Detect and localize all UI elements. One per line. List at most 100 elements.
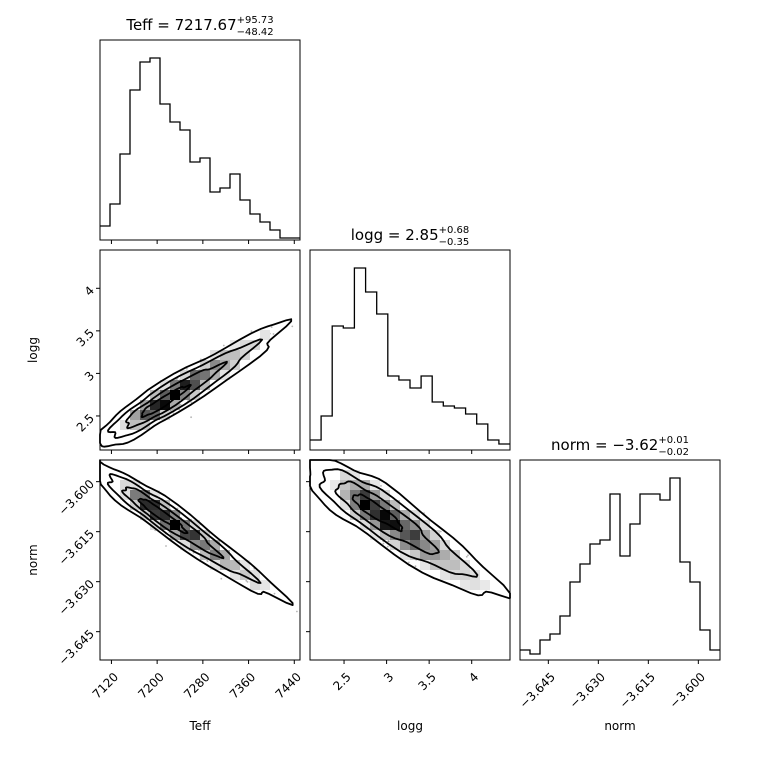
density-cell [200,380,210,390]
y-tick-label-norm: −3.615 [56,527,97,568]
density-cell [470,580,480,590]
panel-frame-Teff-Teff [99,39,301,241]
panel-title-Teff: Teff = 7217.67+95.73 −48.42 [125,15,273,38]
y-tick-label-logg: 3.5 [74,326,97,349]
density-cell [380,520,390,530]
density-cell [450,560,460,570]
density-cell [420,550,430,560]
scatter-point [296,610,298,613]
x-tick-label-logg: 3 [381,670,396,685]
density-cell [440,540,450,550]
density-cell [140,500,150,510]
density-cell [410,530,420,540]
density-cell [390,520,400,530]
x-tick-label-Teff: 7280 [181,670,212,701]
density-cell [140,420,150,430]
density-cell [380,490,390,500]
x-tick-label-Teff: 7440 [273,670,304,701]
histogram-logg [310,267,510,445]
density-cell [350,480,360,490]
density-cell [210,360,220,370]
y-tick-label-norm: −3.645 [56,627,97,668]
scatter-point [206,560,209,563]
density-cell [410,520,420,530]
density-cell [350,470,360,480]
panel-frame-norm-norm [519,459,721,661]
panel-title-norm: norm = −3.62+0.01 −0.02 [551,435,689,458]
scatter-point [387,540,390,543]
panel-title-logg: logg = 2.85+0.68 −0.35 [351,225,470,248]
density-cell [200,370,210,380]
density-cell [400,540,410,550]
title-upper-norm: +0.01 [658,435,689,446]
scatter-point [220,577,223,580]
density-cell [410,540,420,550]
density-cell [130,480,140,490]
density-cell [420,520,430,530]
density-cell [400,520,410,530]
scatter-point [270,326,273,328]
contour-level [137,497,189,535]
density-cell [260,580,270,590]
contour-level [125,360,228,430]
density-cell [210,540,220,550]
density-cell [380,500,390,510]
scatter-point [291,325,294,328]
panel-frame-Teff-norm [99,459,301,661]
y-axis-label-logg: logg [26,337,40,363]
density-cell [180,370,190,380]
scatter-point [408,561,410,564]
density-cell [200,540,210,550]
density-cell [430,550,440,560]
density-cell [230,560,240,570]
density-cell [420,560,430,570]
density-cell [340,500,350,510]
title-lower-logg: −0.35 [439,237,470,248]
scatter-point [439,530,442,533]
scatter-point [272,333,275,335]
density-cell [150,410,160,420]
density-cell [360,490,370,500]
density-cell [420,530,430,540]
density-cell [190,530,200,540]
density-cell [170,520,180,530]
x-axis-label-logg: logg [397,719,423,733]
density-cell [380,510,390,520]
x-axis-label-Teff: Teff [189,719,212,733]
panel-frame-logg-norm [309,459,511,661]
y-tick-label-logg: 3 [82,369,97,384]
density-cell [370,480,380,490]
density-cell [390,510,400,520]
density-cell [160,500,170,510]
density-cell [430,540,440,550]
contour-level [140,383,192,418]
title-upper-logg: +0.68 [439,225,470,236]
x-tick-label-Teff: 7360 [227,670,258,701]
density-cell [160,510,170,520]
density-cell [220,550,230,560]
density-cell [200,550,210,560]
panel-frame-Teff-logg [99,249,301,451]
density-cell [210,560,220,570]
density-cell [200,360,210,370]
y-tick-label-logg: 2.5 [74,411,97,434]
density-cell [210,350,220,360]
scatter-point [250,330,253,333]
title-lower-Teff: −48.42 [237,27,274,38]
x-tick-label-logg: 3.5 [415,670,438,693]
density-cell [410,550,420,560]
contour-level [334,480,440,556]
density-cell [130,490,140,500]
density-cell [390,540,400,550]
density-cell [240,560,250,570]
density-cell [260,330,270,340]
density-cell [210,370,220,380]
density-cell [190,380,200,390]
density-cell [220,560,230,570]
density-cell [140,510,150,520]
density-cell [440,560,450,570]
histogram-Teff [100,57,300,239]
density-cell [230,570,240,580]
density-cell [370,530,380,540]
scatter-point [245,579,248,582]
